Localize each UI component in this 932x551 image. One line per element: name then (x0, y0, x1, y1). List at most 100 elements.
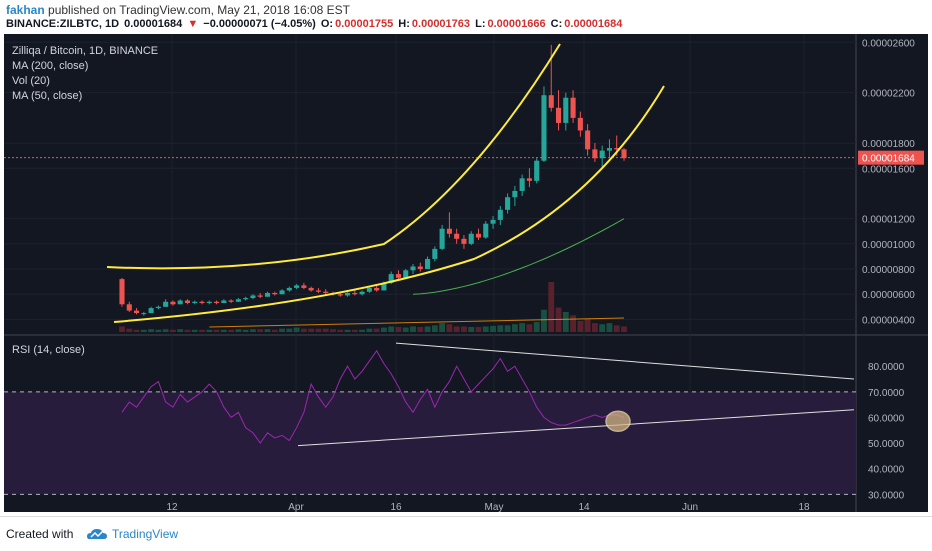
tradingview-logo-icon (86, 527, 108, 546)
volume-bar (235, 329, 242, 332)
volume-bar (424, 326, 431, 332)
rsi-line (121, 349, 625, 444)
volume-bar (300, 328, 307, 332)
candle-body (410, 266, 416, 271)
candle-body (555, 107, 562, 123)
volume-bar (526, 324, 533, 332)
low-value: 0.00001666 (487, 18, 546, 30)
candle-body (534, 160, 540, 181)
candle-body (519, 178, 525, 191)
volume-bar (308, 328, 315, 332)
rsi-highlight-circle (605, 410, 631, 433)
candle-body (592, 149, 598, 159)
price-tick-label: 0.00001000 (862, 240, 915, 251)
candle-body (563, 97, 569, 123)
candle-body (490, 219, 496, 224)
volume-bar (271, 329, 278, 332)
price-tick-label: 0.00001200 (862, 215, 915, 226)
volume-bar (148, 329, 155, 332)
legend-vol[interactable]: Vol (20) (12, 75, 50, 87)
volume-bar (504, 325, 511, 332)
volume-bar (220, 329, 227, 332)
time-tick-label: May (485, 502, 504, 512)
candle-body (228, 300, 234, 302)
candle-body (119, 279, 125, 305)
price-tick-label: 0.00001800 (862, 139, 915, 150)
legend-title: Zilliqa / Bitcoin, 1D, BINANCE (12, 45, 159, 57)
volume-bar (162, 329, 169, 332)
ma200-line (209, 317, 625, 328)
rsi-tick-label: 30.0000 (868, 490, 905, 501)
published-text: published on TradingView.com, May 21, 20… (48, 3, 350, 17)
volume-bar (177, 329, 184, 332)
volume-bar (293, 327, 300, 332)
candle-body (155, 306, 161, 309)
rsi-tick-label: 80.0000 (868, 362, 905, 373)
ma50-line (412, 218, 625, 295)
candle-body (417, 266, 423, 270)
volume-bar (257, 329, 264, 332)
volume-bar (453, 326, 460, 332)
last-price-tag (858, 150, 924, 165)
volume-bar (410, 326, 416, 332)
candle-body (344, 292, 351, 296)
volume-bar (395, 327, 402, 332)
volume-bar (584, 318, 591, 332)
candle-body (206, 301, 212, 304)
volume-bar (431, 325, 438, 332)
candle-body (497, 209, 503, 220)
candle-body (432, 248, 438, 259)
volume-bar (344, 329, 351, 332)
volume-bar (133, 329, 140, 332)
volume-bar (621, 326, 627, 332)
open-value: 0.00001755 (335, 18, 394, 30)
rsi-legend[interactable]: RSI (14, close) (12, 344, 85, 356)
author-link[interactable]: fakhan (6, 3, 45, 17)
volume-bar (461, 326, 467, 332)
volume-bar (199, 329, 205, 332)
candle-body (279, 290, 285, 295)
volume-bar (155, 329, 162, 332)
volume-bar (279, 328, 285, 332)
legend-ma50[interactable]: MA (50, close) (12, 90, 83, 102)
volume-bar (140, 329, 147, 332)
candle-body (199, 301, 205, 304)
candle-body (214, 301, 220, 304)
high-label: H: (398, 18, 410, 30)
volume-bar (250, 329, 256, 332)
candle-body (366, 287, 372, 292)
rsi-descending-trendline (395, 342, 855, 380)
candle-body (177, 300, 183, 305)
lower-parabola-drawing (113, 85, 665, 323)
volume-bar (373, 328, 380, 332)
chart-svg[interactable]: 0.00002600 0.00002200 0.00001800 0.00001600… (4, 34, 928, 512)
chart-area[interactable]: 0.00002600 0.00002200 0.00001800 0.00001600… (4, 34, 928, 512)
candle-body (468, 233, 474, 244)
price-tick-label: 0.00000400 (862, 315, 915, 326)
candle-body (475, 233, 482, 238)
volume-bar (337, 329, 344, 332)
time-tick-label: 14 (578, 502, 590, 512)
volume-bar (482, 326, 489, 332)
candle-body (614, 148, 620, 150)
volume-bar (184, 329, 191, 332)
candle-body (221, 300, 227, 304)
candle-body (359, 291, 365, 295)
time-tick-label: Apr (288, 502, 304, 512)
footer: Created with TradingView (0, 516, 932, 551)
volume-bar (475, 327, 482, 332)
volume-bar (315, 328, 322, 332)
volume-bar (119, 326, 125, 332)
candle-body (337, 294, 343, 296)
candle-body (286, 287, 292, 291)
candle-body (352, 292, 358, 295)
tradingview-brand[interactable]: TradingView (112, 527, 179, 541)
time-tick-label: Jun (682, 502, 698, 512)
legend-ma200[interactable]: MA (200, close) (12, 60, 89, 72)
volume-bar (468, 327, 475, 332)
rsi-tick-label: 60.0000 (868, 413, 905, 424)
volume-bar (286, 328, 293, 332)
candle-body (264, 292, 271, 297)
volume-bar (388, 326, 395, 332)
chart-legend: Zilliqa / Bitcoin, 1D, BINANCE MA (200, … (12, 44, 158, 104)
